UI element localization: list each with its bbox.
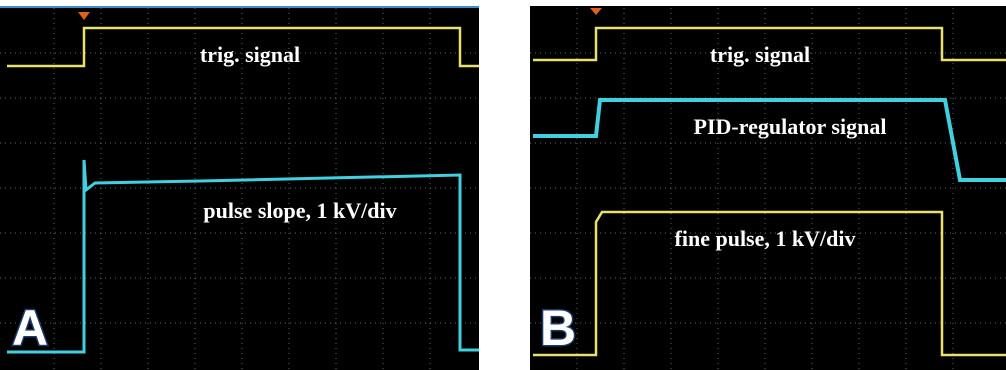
annotation: trig. signal bbox=[200, 42, 300, 67]
panel-label: A bbox=[12, 300, 48, 356]
panel-a: trig. signal pulse slope, 1 kV/div A bbox=[0, 6, 479, 370]
page: trig. signal pulse slope, 1 kV/div A tri… bbox=[0, 0, 1006, 370]
panel-b: trig. signal PID-regulator signal fine p… bbox=[530, 6, 1006, 370]
annotation: fine pulse, 1 kV/div bbox=[675, 226, 856, 251]
annotation: PID-regulator signal bbox=[694, 114, 887, 139]
annotation: pulse slope, 1 kV/div bbox=[203, 198, 396, 223]
panel-label: B bbox=[540, 300, 576, 356]
figure: trig. signal pulse slope, 1 kV/div A tri… bbox=[0, 0, 1006, 370]
annotation: trig. signal bbox=[710, 42, 810, 67]
